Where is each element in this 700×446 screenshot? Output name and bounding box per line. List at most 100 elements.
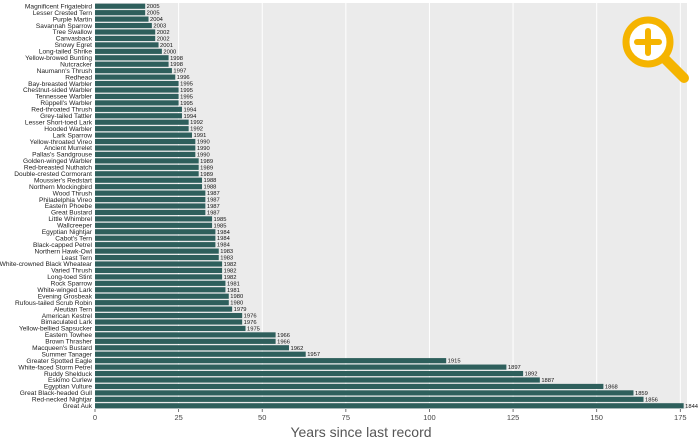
bar[interactable] [95, 216, 213, 222]
bar[interactable] [95, 235, 216, 241]
bars [95, 3, 684, 409]
bar[interactable] [95, 158, 199, 164]
y-tick-label: Egyptian Nightjar [42, 229, 93, 236]
bar[interactable] [95, 55, 169, 61]
bar[interactable] [95, 338, 276, 344]
data-label: 1987 [207, 198, 220, 204]
bar[interactable] [95, 364, 507, 370]
bar[interactable] [95, 293, 229, 299]
bar[interactable] [95, 145, 196, 151]
bar[interactable] [95, 80, 179, 87]
bar[interactable] [95, 396, 644, 402]
bar[interactable] [95, 254, 219, 261]
data-label: 1975 [247, 326, 260, 332]
bar[interactable] [95, 126, 189, 132]
y-tick-label: Cabot's Tern [55, 235, 92, 242]
bar[interactable] [95, 132, 192, 138]
bar[interactable] [95, 177, 203, 183]
bar[interactable] [95, 203, 206, 209]
data-label: 1991 [193, 133, 206, 139]
y-tick-label: Hooded Warbler [44, 126, 93, 133]
y-tick-label: Northern Hawk-Owl [34, 248, 92, 255]
bar[interactable] [95, 403, 684, 409]
bar[interactable] [95, 42, 159, 48]
bar[interactable] [95, 319, 243, 325]
bar[interactable] [95, 196, 206, 203]
bar[interactable] [95, 209, 206, 216]
bar[interactable] [95, 351, 306, 357]
y-tick-label: Snowy Egret [55, 42, 93, 49]
bar[interactable] [95, 312, 243, 319]
bar[interactable] [95, 345, 289, 351]
y-tick-label: Tree Swallow [53, 29, 93, 36]
data-label: 1992 [190, 127, 203, 133]
bar[interactable] [95, 119, 189, 125]
y-tick-label: Little Whimbrel [48, 216, 92, 223]
bar[interactable] [95, 358, 447, 364]
x-tick-label: 100 [423, 413, 436, 422]
data-label: 2002 [157, 30, 170, 36]
y-tick-label: Rufous-tailed Scrub Robin [15, 300, 92, 307]
bar[interactable] [95, 274, 223, 280]
bar[interactable] [95, 300, 229, 306]
y-tick-label: Yellow-throated Vireo [30, 139, 93, 146]
bar[interactable] [95, 229, 216, 235]
bar[interactable] [95, 10, 146, 16]
bar[interactable] [95, 280, 226, 286]
bar[interactable] [95, 390, 634, 396]
data-label: 1983 [220, 249, 233, 255]
bar[interactable] [95, 35, 156, 42]
bar[interactable] [95, 93, 179, 100]
bar[interactable] [95, 332, 276, 338]
y-tick-label: Philadelphia Vireo [39, 197, 92, 204]
bar[interactable] [95, 61, 169, 67]
bar[interactable] [95, 68, 172, 74]
bar[interactable] [95, 151, 196, 158]
data-label: 1976 [244, 320, 257, 326]
x-tick-label: 25 [174, 413, 182, 422]
bar[interactable] [95, 261, 223, 267]
bar[interactable] [95, 248, 219, 254]
y-tick-label: Lesser Crested Tern [33, 10, 93, 17]
bar[interactable] [95, 306, 233, 312]
bar[interactable] [95, 138, 196, 145]
data-label: 1856 [645, 397, 658, 403]
bar[interactable] [95, 164, 199, 170]
data-label: 1984 [217, 236, 231, 242]
y-tick-label: Lesser Short-toed Lark [25, 119, 93, 126]
y-tick-label: Great Black-headed Gull [20, 390, 93, 397]
bar[interactable] [95, 287, 226, 293]
bar[interactable] [95, 222, 213, 228]
bar[interactable] [95, 48, 162, 54]
y-tick-label: Purple Martin [53, 16, 93, 23]
bar[interactable] [95, 113, 182, 119]
y-tick-label: Golden-winged Warbler [23, 158, 93, 165]
data-label: 1981 [227, 288, 240, 294]
bar[interactable] [95, 325, 246, 332]
bar[interactable] [95, 87, 179, 93]
bar[interactable] [95, 383, 604, 390]
bar[interactable] [95, 377, 540, 383]
data-label: 1985 [214, 217, 227, 223]
bar[interactable] [95, 106, 182, 112]
bar[interactable] [95, 184, 203, 190]
zoom-in-icon[interactable] [620, 14, 692, 86]
y-tick-label: Canvasback [56, 36, 93, 43]
bar[interactable] [95, 242, 216, 248]
bar[interactable] [95, 100, 179, 106]
bar[interactable] [95, 267, 223, 274]
data-label: 1859 [635, 391, 648, 397]
bar[interactable] [95, 171, 199, 177]
y-tick-label: Naumann's Thrush [37, 68, 93, 75]
bar[interactable] [95, 74, 176, 80]
bar[interactable] [95, 29, 156, 35]
bar[interactable] [95, 370, 524, 377]
data-label: 1994 [183, 114, 197, 120]
bar[interactable] [95, 3, 146, 9]
bar[interactable] [95, 190, 206, 196]
bar[interactable] [95, 16, 149, 22]
data-label: 2002 [157, 36, 170, 42]
bar[interactable] [95, 22, 152, 29]
y-tick-label: Greater Spotted Eagle [26, 358, 92, 365]
